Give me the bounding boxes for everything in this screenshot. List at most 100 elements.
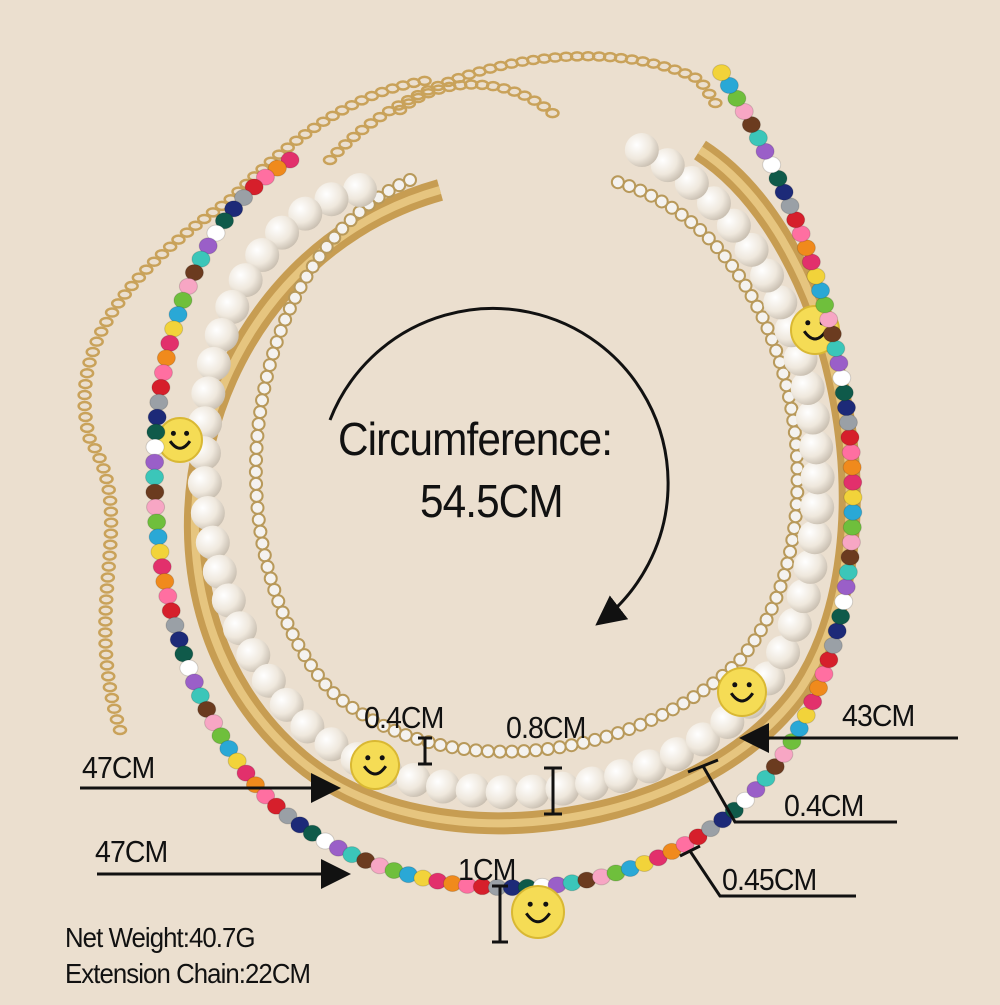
seed-bead bbox=[255, 168, 275, 186]
seed-bead bbox=[843, 488, 863, 506]
seed-bead bbox=[145, 468, 165, 486]
seed-bead bbox=[145, 438, 165, 456]
bead-size-label: 0.45CM bbox=[722, 862, 817, 897]
pearl bbox=[750, 258, 785, 293]
rhinestone bbox=[744, 289, 759, 304]
seed-bead bbox=[727, 89, 747, 107]
pearl bbox=[763, 285, 798, 320]
rhinestone bbox=[693, 223, 708, 238]
smiley-eye bbox=[379, 755, 385, 761]
rhinestone bbox=[610, 726, 625, 741]
chain-link bbox=[100, 572, 116, 583]
rhinestone bbox=[249, 476, 264, 491]
seed-bead bbox=[823, 636, 843, 654]
pearl bbox=[202, 554, 237, 589]
chain-link bbox=[78, 378, 93, 390]
circumference-value: 54.5CM bbox=[420, 475, 564, 527]
chain-link bbox=[701, 88, 717, 100]
chain-link bbox=[306, 122, 322, 134]
rhinestone-chain bbox=[248, 173, 805, 759]
rhinestone bbox=[248, 464, 263, 479]
rhinestone bbox=[345, 700, 360, 715]
seed-bead bbox=[774, 745, 794, 763]
chain-link bbox=[124, 280, 139, 292]
chain-link bbox=[392, 104, 408, 116]
circumference-label: Circumference: bbox=[338, 413, 613, 465]
chain-link bbox=[117, 289, 132, 300]
rhinestone bbox=[785, 532, 800, 547]
pearl bbox=[290, 709, 325, 744]
seed-bead bbox=[224, 200, 244, 218]
rhinestone bbox=[249, 452, 264, 467]
seed-bead bbox=[236, 764, 256, 782]
seed-bead bbox=[165, 616, 185, 634]
chain-link bbox=[162, 241, 178, 253]
rhinestone bbox=[392, 178, 407, 193]
smiley-face-icon bbox=[157, 417, 203, 463]
chain-link bbox=[179, 227, 195, 238]
seed-bead bbox=[169, 631, 189, 649]
chain-link bbox=[545, 107, 560, 119]
pearl bbox=[195, 525, 230, 560]
seed-bead bbox=[688, 828, 708, 846]
rhinestone bbox=[257, 548, 272, 563]
smiley-eye bbox=[805, 320, 811, 326]
smiley-mouth bbox=[168, 440, 192, 450]
chain-link bbox=[188, 220, 203, 231]
smiley-mouth bbox=[729, 692, 755, 703]
smiley-eye bbox=[170, 430, 176, 436]
pearl-size-label: 0.4CM bbox=[364, 700, 444, 735]
chain-link bbox=[297, 128, 313, 140]
rhinestone bbox=[769, 590, 784, 605]
chain-link bbox=[104, 692, 120, 704]
pearl bbox=[795, 400, 830, 435]
rhinestone bbox=[266, 346, 281, 361]
chain-link bbox=[103, 528, 119, 539]
seed-bead bbox=[822, 325, 842, 343]
pearl bbox=[314, 727, 349, 762]
seed-bead bbox=[174, 645, 194, 663]
rhinestone bbox=[504, 744, 519, 759]
chain-link bbox=[101, 484, 116, 496]
smiley-eye bbox=[732, 682, 738, 688]
rhinestone bbox=[251, 416, 266, 431]
chain-link bbox=[417, 75, 432, 87]
chain-link bbox=[87, 443, 103, 454]
rhinestone bbox=[773, 579, 788, 594]
seed-bead bbox=[765, 758, 785, 776]
rhinestone bbox=[343, 213, 358, 228]
rhinestone bbox=[731, 268, 746, 283]
rhinestone bbox=[654, 194, 669, 209]
rhinestone bbox=[310, 667, 325, 682]
length-43-label: 43CM bbox=[842, 698, 915, 733]
chain-link bbox=[316, 116, 331, 127]
seed-bead bbox=[841, 533, 861, 551]
chain-link bbox=[687, 72, 703, 83]
seed-bead bbox=[842, 458, 862, 476]
seed-bead bbox=[838, 563, 858, 581]
chain-link bbox=[104, 307, 120, 318]
smiley-face-icon bbox=[717, 667, 767, 717]
pearl bbox=[696, 186, 731, 221]
chain-link bbox=[334, 105, 350, 116]
chain-link bbox=[98, 638, 113, 649]
rhinestone bbox=[780, 556, 795, 571]
seed-bead bbox=[811, 282, 831, 300]
seed-bead bbox=[145, 483, 165, 501]
seed-bead bbox=[746, 781, 766, 799]
rhinestone bbox=[280, 616, 295, 631]
rhinestone bbox=[327, 230, 342, 245]
pearl bbox=[604, 759, 639, 794]
seed-bead bbox=[712, 64, 732, 82]
pearl bbox=[343, 173, 377, 207]
chain-link bbox=[109, 714, 125, 725]
pearl bbox=[204, 317, 239, 352]
pearl bbox=[797, 520, 832, 555]
seed-bead bbox=[149, 393, 169, 411]
pearl bbox=[800, 490, 835, 525]
rhinestone bbox=[674, 207, 689, 222]
chain-link bbox=[146, 256, 162, 268]
length-47-snake-label: 47CM bbox=[82, 750, 155, 785]
seed-bead bbox=[755, 142, 775, 160]
